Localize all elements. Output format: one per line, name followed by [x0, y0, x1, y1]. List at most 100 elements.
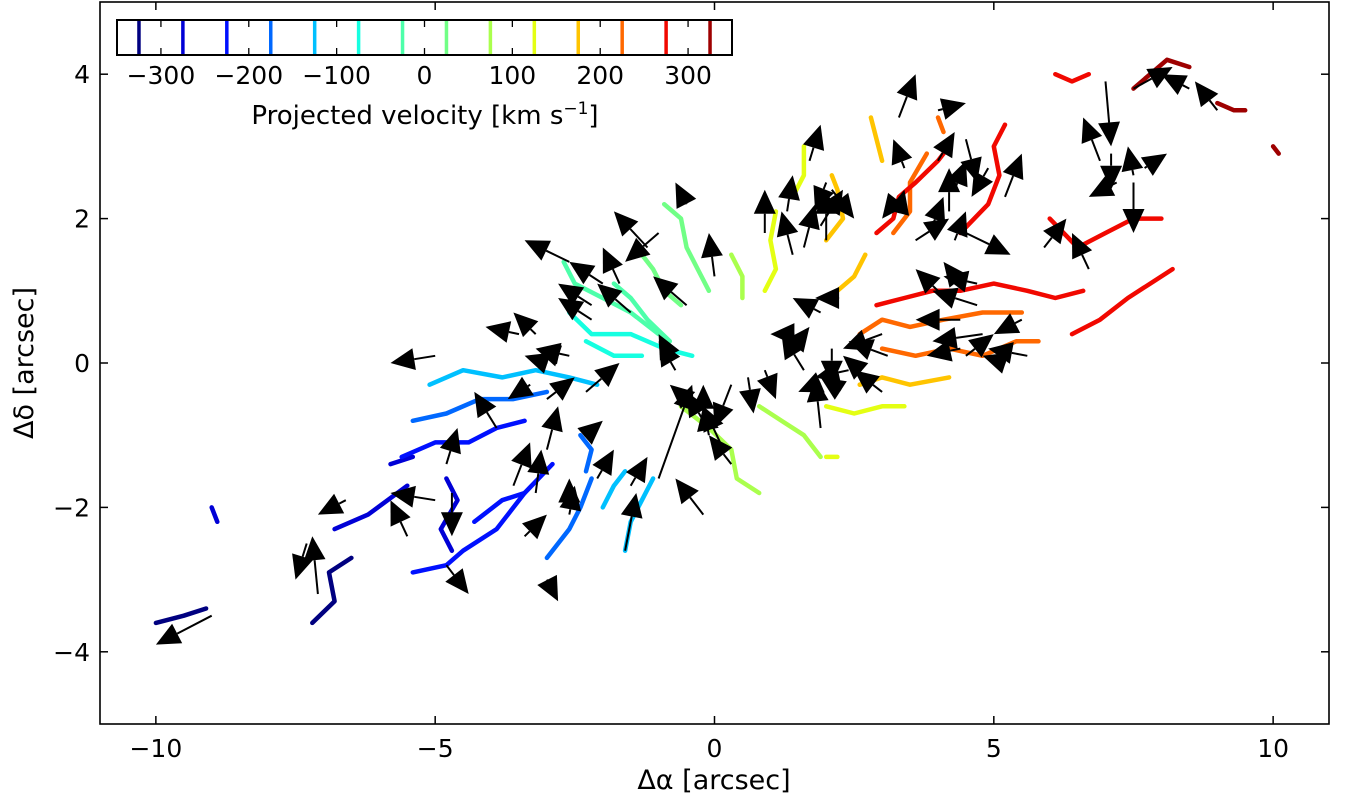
velocity-arrow-68	[776, 211, 799, 255]
velocity-arrow-75	[830, 189, 855, 219]
velocity-arrow-16	[546, 377, 575, 401]
contour-line-26	[823, 404, 907, 416]
contour-line-19	[661, 201, 712, 294]
contour-line-37	[874, 281, 1086, 308]
contour-line-16	[583, 339, 645, 359]
contour-line-32	[891, 151, 930, 236]
velocity-arrow-51	[625, 456, 648, 487]
velocity-arrow-26	[569, 261, 604, 285]
contour-line-11	[578, 432, 594, 474]
velocity-arrow-10	[511, 442, 532, 487]
velocity-arrow-76	[815, 189, 838, 241]
velocity-arrow-0	[155, 614, 213, 645]
velocity-arrow-33	[602, 247, 623, 285]
contour-line-31	[868, 115, 885, 164]
colorbar-tick-label: 100	[488, 61, 536, 90]
velocity-arrow-62	[843, 355, 869, 380]
velocity-arrow-30	[524, 240, 570, 263]
velocity-arrow-108	[1100, 153, 1123, 190]
velocity-arrow-48	[657, 384, 695, 479]
contour-line-2	[209, 505, 220, 525]
velocity-arrow-12	[507, 376, 534, 400]
colorbar-label-exponent: −1	[563, 99, 588, 119]
velocity-arrow-15	[541, 406, 563, 450]
velocity-arrow-28	[535, 342, 570, 365]
colorbar-tick-label: −300	[127, 61, 196, 90]
y-tick-label: 2	[74, 205, 90, 234]
velocity-arrow-109	[1121, 146, 1144, 176]
contour-line-18	[611, 281, 673, 344]
velocity-arrow-105	[1081, 117, 1103, 162]
velocity-arrow-79	[896, 74, 918, 118]
velocity-arrow-90	[932, 327, 983, 349]
velocity-arrow-81	[937, 98, 966, 120]
velocity-arrow-9	[474, 391, 498, 429]
velocity-arrow-29	[390, 348, 436, 370]
velocity-arrow-71	[778, 175, 800, 212]
velocity-arrow-97	[960, 138, 982, 183]
velocity-arrow-19	[592, 449, 614, 480]
velocity-arrow-101	[1043, 218, 1067, 249]
colorbar-label-tail: ]	[588, 101, 598, 131]
contour-line-13	[600, 469, 628, 510]
velocity-arrow-95	[933, 132, 955, 162]
velocity-arrow-11	[522, 514, 547, 540]
velocity-arrow-70	[753, 189, 776, 233]
velocity-arrow-60	[820, 348, 843, 385]
velocity-arrow-23	[485, 321, 520, 343]
contour-line-21	[678, 404, 762, 496]
y-tick-label: −2	[53, 493, 90, 522]
contour-line-23	[756, 404, 823, 460]
contour-line-22	[729, 252, 745, 301]
velocity-arrow-3	[317, 493, 347, 515]
velocity-arrow-53	[757, 369, 778, 400]
velocity-arrow-67	[792, 298, 822, 319]
velocity-arrow-112	[1161, 74, 1190, 95]
velocity-arrow-58	[806, 377, 829, 429]
velocity-arrow-107	[1098, 81, 1120, 147]
velocity-arrow-104	[988, 342, 1028, 364]
velocity-arrow-31	[558, 298, 593, 321]
contour-line-38	[958, 122, 1008, 236]
velocity-arrow-63	[854, 370, 883, 394]
velocity-arrow-20	[585, 363, 620, 393]
colorbar-levels	[137, 20, 712, 55]
contour-line-35	[935, 115, 946, 135]
x-tick-label: 0	[707, 734, 723, 763]
velocity-arrow-27	[558, 283, 593, 307]
velocity-arrow-66	[815, 287, 840, 309]
contour-line-17	[561, 259, 661, 337]
velocity-arrow-34	[625, 232, 660, 262]
contour-line-41	[1053, 71, 1092, 84]
colorbar-tick-label: 300	[664, 61, 712, 90]
velocity-arrow-47	[703, 406, 724, 443]
x-tick-label: −10	[129, 734, 182, 763]
velocity-arrow-72	[798, 204, 820, 248]
velocity-arrow-92	[993, 313, 1023, 335]
contour-line-39	[1047, 216, 1164, 250]
contour-line-33	[879, 339, 1041, 359]
contour-line-7	[399, 418, 527, 460]
x-tick-label: −5	[417, 734, 454, 763]
velocity-arrow-8	[440, 493, 463, 537]
velocity-arrow-4	[390, 500, 411, 537]
contour-line-40	[1069, 266, 1175, 337]
contour-line-4	[388, 454, 416, 467]
velocity-arrow-100	[943, 270, 978, 293]
velocity-arrow-13	[537, 574, 559, 602]
velocity-arrow-2	[292, 543, 314, 580]
velocity-arrow-40	[658, 341, 681, 371]
velocity-arrow-52	[739, 377, 761, 414]
velocity-arrow-7	[445, 564, 469, 594]
velocity-arrow-56	[781, 334, 805, 371]
velocity-arrow-83	[947, 160, 968, 191]
colorbar-tick-label: −200	[214, 61, 283, 90]
velocity-arrow-61	[820, 377, 847, 400]
colorbar-tick-label: 0	[417, 61, 433, 90]
velocity-arrow-110	[1122, 182, 1145, 233]
velocity-arrow-102	[1072, 233, 1093, 270]
velocity-arrow-38	[613, 211, 649, 249]
velocity-arrow-37	[701, 233, 723, 277]
velocity-arrow-93	[965, 334, 994, 358]
velocity-arrow-98	[1002, 153, 1024, 198]
